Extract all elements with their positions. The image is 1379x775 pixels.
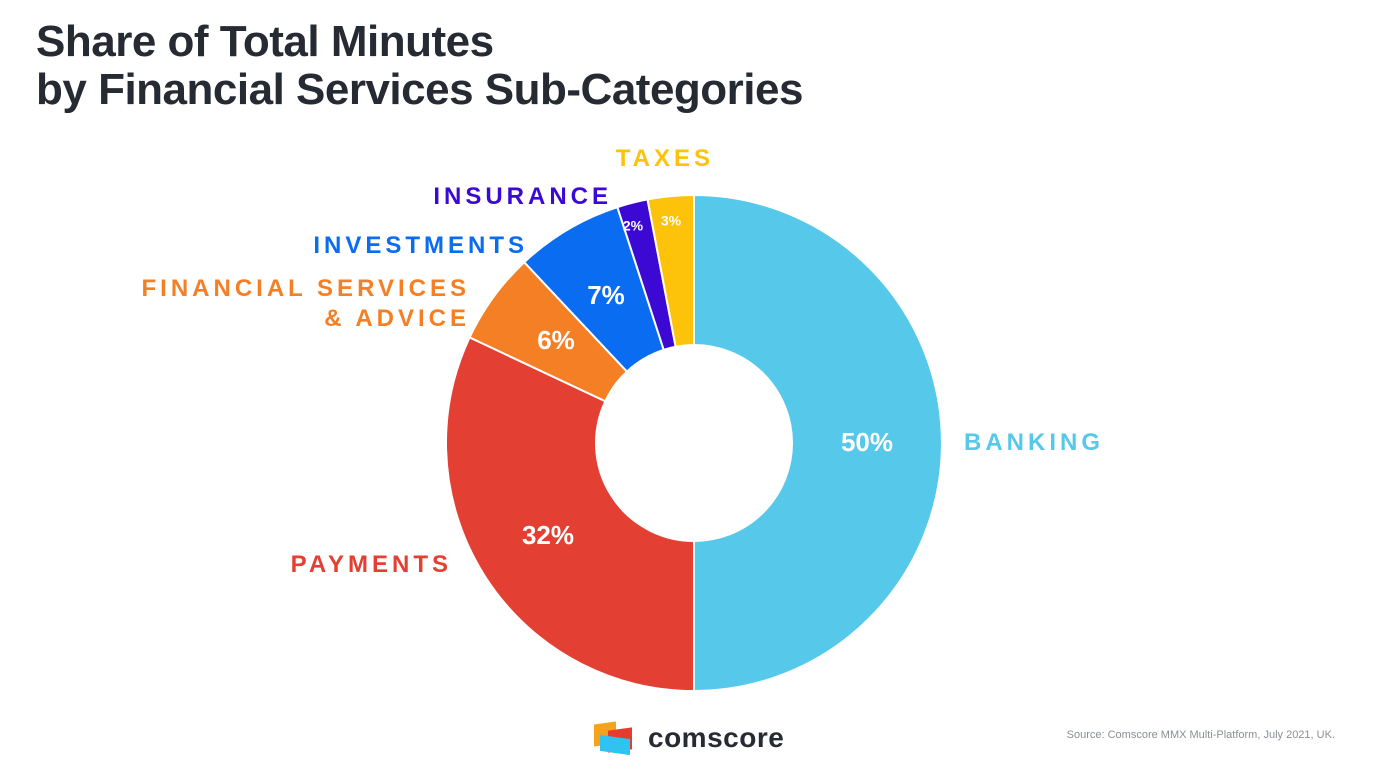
value-label-insurance: 2%	[623, 218, 644, 234]
category-label-investments: INVESTMENTS	[313, 232, 528, 259]
value-label-taxes: 3%	[661, 213, 682, 229]
comscore-mark-icon	[594, 721, 634, 756]
value-label-payments: 32%	[522, 520, 574, 550]
slice-banking	[693, 193, 943, 693]
category-label-financial-services-advice: FINANCIAL SERVICES & ADVICE	[142, 275, 471, 332]
value-label-banking: 50%	[841, 427, 893, 457]
chart-title-line-2: by Financial Services Sub-Categories	[36, 65, 803, 114]
category-label-payments: PAYMENTS	[291, 551, 452, 578]
slice-taxes	[646, 193, 695, 348]
chart-title: Share of Total Minutes by Financial Serv…	[36, 18, 803, 114]
value-label-financial-services-advice: 6%	[537, 325, 575, 355]
category-label-banking: BANKING	[964, 429, 1104, 456]
slice-payments	[445, 336, 695, 693]
chart-title-line-1: Share of Total Minutes	[36, 17, 494, 66]
logo-text: comscore	[648, 722, 785, 753]
value-label-investments: 7%	[587, 280, 625, 310]
category-label-insurance: INSURANCE	[433, 183, 612, 210]
comscore-logo: comscore	[594, 718, 784, 758]
category-label-taxes: TAXES	[616, 145, 714, 172]
source-note: Source: Comscore MMX Multi-Platform, Jul…	[1066, 729, 1335, 741]
